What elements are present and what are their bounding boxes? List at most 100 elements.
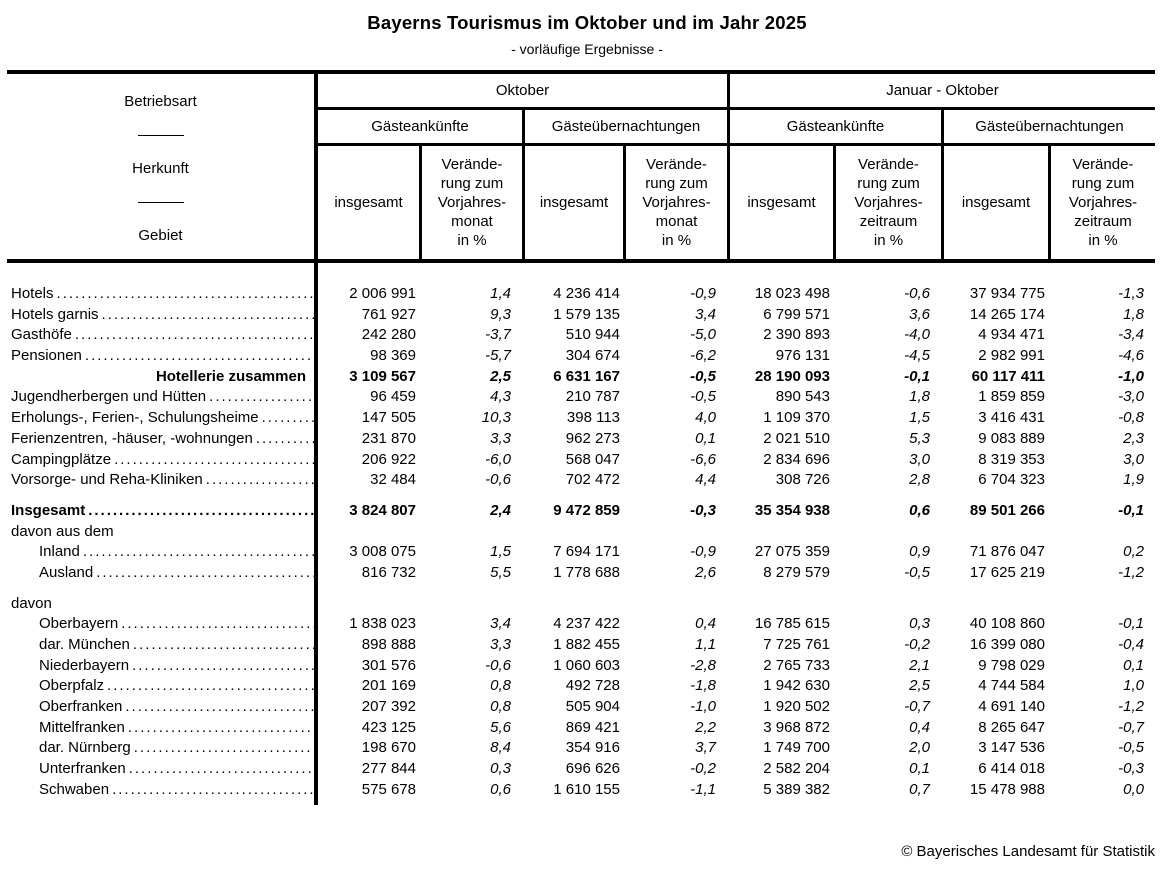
row-label: Jugendherbergen und Hütten [7,387,318,408]
value-cell: 0,4 [695,615,716,633]
value-cell: -0,1 [1118,615,1144,633]
value-cell: 28 190 093 [754,367,830,385]
table-row: Ferienzentren, -häuser, -wohnungen 231 8… [7,429,1155,450]
row-label-text: Campingplätze [11,450,112,468]
value-cell: 9 798 029 [978,656,1045,674]
leader-dots [114,450,316,471]
value-cell: 0,2 [1123,543,1144,561]
table-row: Oberfranken 207 392 0,8 505 904 -1,0 1 9… [7,697,1155,718]
value-cell: 1,5 [490,543,511,561]
value-cell [522,594,623,615]
value-cell: 1 749 700 [763,739,830,757]
row-label: dar. München [7,635,318,656]
value-cell: 0,1 [695,429,716,447]
leader-dots [262,408,316,429]
value-cell: 60 117 411 [971,367,1045,385]
value-cell: 2 582 204 [763,760,830,778]
value-cell: 3,4 [490,615,511,633]
value-cell: 3 008 075 [349,543,416,561]
table-row: Oberbayern 1 838 023 3,4 4 237 422 0,4 1… [7,614,1155,635]
table-row: davon [7,594,1155,615]
value-cell: 96 459 [370,388,416,406]
value-cell: 1,1 [695,636,716,653]
table-row: Campingplätze 206 922 -6,0 568 047 -6,6 … [7,450,1155,471]
row-label-text: dar. Nürnberg [39,739,131,757]
value-cell: 0,6 [490,780,511,798]
value-cell [419,522,522,543]
row-label: Inland [7,542,318,563]
value-cell: 869 421 [565,718,620,736]
value-cell: -0,9 [690,285,716,302]
value-cell: 17 625 219 [969,563,1045,581]
row-label: Hotels garnis [7,305,318,326]
value-cell: 3 147 536 [978,739,1045,757]
value-cell: 2 006 991 [349,285,416,302]
value-cell [419,594,522,615]
table-row: Mittelfranken 423 125 5,6 869 421 2,2 3 … [7,718,1155,739]
table-row: Oberpfalz 201 169 0,8 492 728 -1,8 1 942… [7,676,1155,697]
value-cell: 1 920 502 [763,698,830,716]
value-cell: 1,0 [1123,677,1144,695]
value-cell: 18 023 498 [754,285,830,302]
value-cell: -0,2 [904,636,930,653]
value-cell: 3,6 [909,305,930,323]
table-row: dar. Nürnberg 198 670 8,4 354 916 3,7 1 … [7,738,1155,759]
value-cell: -6,6 [690,450,716,468]
value-cell: 3,3 [490,429,511,447]
value-cell: -2,8 [690,656,716,674]
row-label: davon aus dem [7,522,318,543]
period-header-october: Oktober [495,82,550,99]
stub-header: Betriebsart Herkunft Gebiet [7,74,318,259]
value-cell: 0,3 [490,760,511,778]
value-cell: 16 399 080 [969,636,1045,653]
value-cell: -5,0 [690,326,716,344]
row-label-text: Ausland [39,563,94,581]
value-cell: 702 472 [565,471,620,489]
value-cell: 3,0 [1123,450,1144,468]
value-cell [727,594,833,615]
value-cell: 277 844 [361,760,416,778]
value-cell [941,522,1048,543]
value-cell: 2 765 733 [763,656,830,674]
value-cell: -0,5 [690,388,716,406]
table-row: Hotels garnis 761 927 9,3 1 579 135 3,4 … [7,305,1155,326]
value-cell: -5,7 [485,347,511,365]
value-cell: -6,2 [690,347,716,365]
value-cell: 1,5 [909,409,930,427]
value-cell: -3,7 [485,326,511,344]
value-cell: -0,3 [690,501,716,519]
value-cell: 1 882 455 [553,636,620,653]
row-label: Hotels [7,284,318,305]
footer-credit: © Bayerisches Landesamt für Statistik [901,843,1155,860]
row-label-text: Mittelfranken [39,718,125,736]
value-cell: -1,3 [1118,285,1144,302]
row-label-text: dar. München [39,636,130,653]
row-label-text: Insgesamt [11,501,86,519]
value-cell: -0,7 [904,698,930,716]
tourism-table: Betriebsart Herkunft Gebiet Oktober Janu… [7,70,1155,805]
value-cell [727,522,833,543]
value-cell: 206 922 [361,450,416,468]
leader-dots [133,635,316,656]
value-cell: 10,3 [481,409,511,427]
table-row: Erholungs-, Ferien-, Schulungsheime 147 … [7,408,1155,429]
row-label-text: Oberfranken [39,698,123,716]
value-cell: 32 484 [370,471,416,489]
period-header-jan-oct: Januar - Oktober [727,74,1155,107]
value-cell: -4,0 [904,326,930,344]
value-cell: 2,0 [909,739,930,757]
leader-dots [96,563,316,584]
value-cell: 7 694 171 [553,543,620,561]
measure-header-arrivals-janoct: Gästeankünfte [727,110,941,143]
col-header-change: Verände- rung zum Vorjahres- zeitraum in… [1048,146,1155,259]
value-cell: 1,9 [1123,471,1144,489]
value-cell: 3,7 [695,739,716,757]
value-cell: 1,8 [909,388,930,406]
value-cell: 3 416 431 [978,409,1045,427]
leader-dots [57,284,316,305]
value-cell: 510 944 [565,326,620,344]
row-label-text: Hotels garnis [11,305,99,323]
value-cell: 15 478 988 [969,780,1045,798]
row-label: Vorsorge- und Reha-Kliniken [7,470,318,491]
row-label-text: Ferienzentren, -häuser, -wohnungen [11,429,253,447]
